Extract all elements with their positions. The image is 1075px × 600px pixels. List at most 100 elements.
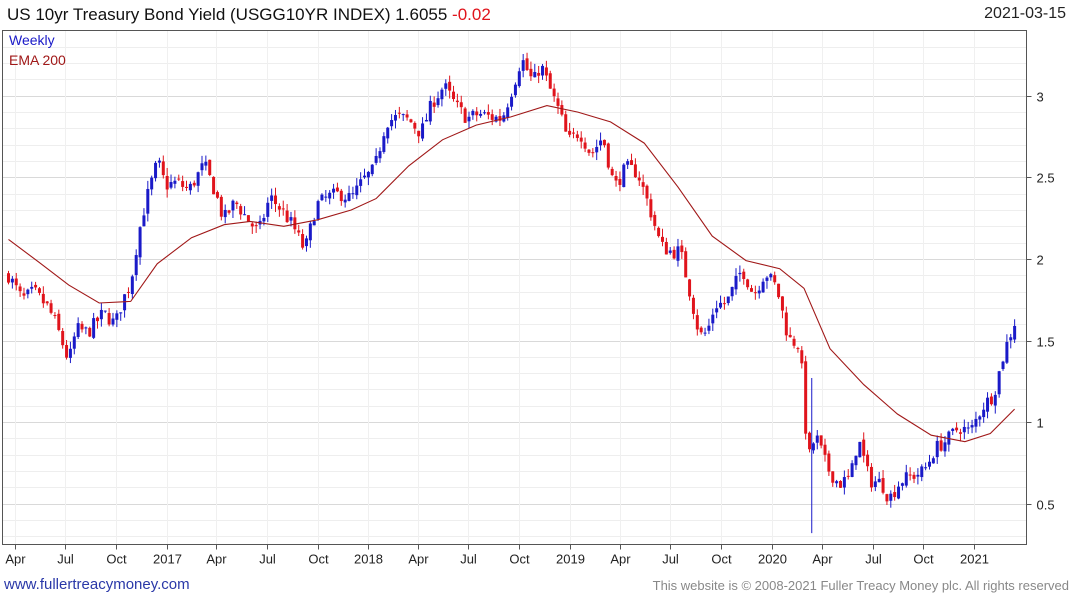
candle-body xyxy=(185,186,189,188)
candle-body xyxy=(927,461,931,467)
candle-body xyxy=(780,296,784,311)
candle-body xyxy=(699,327,703,333)
candle-body xyxy=(788,334,792,338)
candle-body xyxy=(192,182,196,186)
candle-body xyxy=(858,441,862,458)
candle-body xyxy=(146,188,150,214)
site-link[interactable]: www.fullertreacymoney.com xyxy=(4,576,190,593)
candle-body xyxy=(111,318,115,325)
candle-body xyxy=(831,471,835,483)
candle-body xyxy=(405,114,409,118)
candle-body xyxy=(753,292,757,294)
candle-body xyxy=(285,210,289,223)
candle-body xyxy=(49,303,53,313)
candle-body xyxy=(304,238,308,247)
x-tick-label: 2019 xyxy=(556,552,585,567)
candle-body xyxy=(982,409,986,418)
candle-body xyxy=(378,151,382,159)
candle-body xyxy=(212,176,216,195)
candle-body xyxy=(428,100,432,122)
candle-body xyxy=(614,176,618,181)
candle-body xyxy=(99,309,103,320)
candle-body xyxy=(599,140,603,146)
candle-body xyxy=(819,435,823,446)
x-tick-label: 2020 xyxy=(758,552,787,567)
candle-body xyxy=(630,160,634,165)
candle-body xyxy=(343,199,347,203)
candle-body xyxy=(571,132,575,134)
candle-body xyxy=(335,187,339,192)
candle-body xyxy=(424,119,428,122)
candle-body xyxy=(397,112,401,114)
candle-body xyxy=(467,116,471,122)
candle-body xyxy=(235,202,239,205)
candle-body xyxy=(281,208,285,210)
candle-body xyxy=(84,327,88,329)
candle-body xyxy=(297,230,301,233)
candle-body xyxy=(691,297,695,314)
candle-body xyxy=(579,137,583,142)
x-tick-label: Apr xyxy=(610,552,631,567)
candle-body xyxy=(312,221,316,226)
candle-body xyxy=(161,161,165,176)
candle-body xyxy=(390,120,394,127)
candle-body xyxy=(119,312,123,314)
candle-body xyxy=(862,439,866,456)
candle-body xyxy=(626,161,630,165)
candle-body xyxy=(800,350,804,364)
candle-body xyxy=(72,336,76,349)
candle-body xyxy=(277,206,281,210)
candle-body xyxy=(444,83,448,89)
candle-body xyxy=(761,281,765,293)
candle-body xyxy=(154,162,158,179)
candle-body xyxy=(641,182,645,187)
candle-body xyxy=(815,435,819,443)
candle-body xyxy=(873,481,877,487)
candle-body xyxy=(138,227,142,258)
candle-body xyxy=(463,108,467,123)
candle-body xyxy=(746,279,750,288)
candle-body xyxy=(26,289,30,295)
candle-body xyxy=(854,455,858,466)
candle-body xyxy=(850,463,854,477)
candle-body xyxy=(842,477,846,488)
candle-body xyxy=(703,332,707,334)
candle-body xyxy=(409,119,413,123)
plot-frame xyxy=(2,30,1027,545)
candle-body xyxy=(920,466,924,478)
candle-body xyxy=(181,181,185,187)
candle-body xyxy=(660,236,664,242)
candle-body xyxy=(293,217,297,230)
candle-body xyxy=(22,293,26,296)
candle-body xyxy=(533,72,537,78)
candle-body xyxy=(1005,341,1009,363)
candle-body xyxy=(637,177,641,181)
candle-body xyxy=(432,102,436,107)
candle-body xyxy=(893,492,897,498)
candle-body xyxy=(645,185,649,199)
candle-body xyxy=(68,348,72,358)
legend-weekly: Weekly xyxy=(9,32,55,48)
candle-body xyxy=(76,323,80,337)
x-tick-label: Oct xyxy=(308,552,329,567)
candle-body xyxy=(355,185,359,196)
candle-body xyxy=(320,194,324,201)
y-tick-label: 1.5 xyxy=(1037,335,1055,350)
candle-body xyxy=(529,68,533,77)
x-tick-label: 2021 xyxy=(960,552,989,567)
candle-body xyxy=(370,164,374,175)
candle-body xyxy=(777,283,781,298)
candle-body xyxy=(328,192,332,199)
candle-body xyxy=(393,114,397,121)
x-tick-label: Oct xyxy=(913,552,934,567)
candle-body xyxy=(838,481,842,488)
candle-body xyxy=(606,143,610,168)
candle-body xyxy=(889,493,893,501)
candle-body xyxy=(452,91,456,100)
candle-body xyxy=(30,286,34,289)
candle-body xyxy=(455,100,459,103)
candle-body xyxy=(173,180,177,184)
candle-body xyxy=(351,193,355,195)
candle-body xyxy=(150,177,154,190)
candle-body xyxy=(363,175,367,178)
